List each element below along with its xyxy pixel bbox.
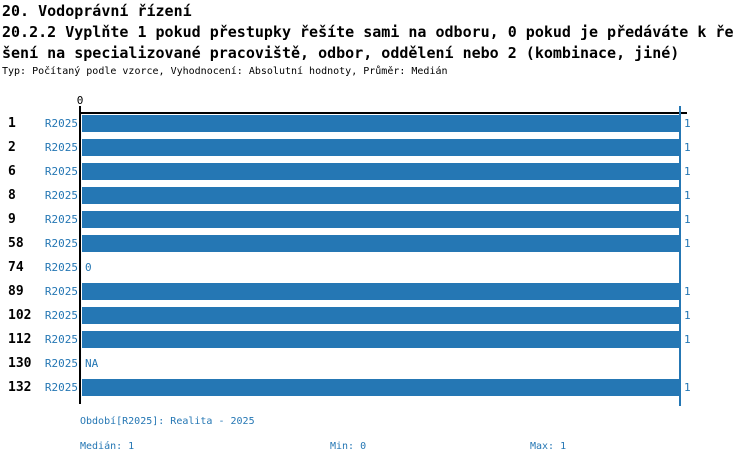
value-label: 1 (684, 285, 691, 298)
row-series-label: R2025 (44, 309, 78, 322)
row-category-label: 8 (8, 188, 16, 203)
chart-row: 1 R2025 1 (0, 115, 750, 132)
chart-row: 6 R2025 1 (0, 163, 750, 180)
row-category-label: 130 (8, 356, 32, 371)
row-category-label: 89 (8, 284, 24, 299)
chart-row: 9 R2025 1 (0, 211, 750, 228)
row-series-label: R2025 (44, 285, 78, 298)
page-title: 20. Vodoprávní řízení (2, 2, 192, 20)
y-axis-line (79, 106, 81, 404)
row-category-label: 1 (8, 116, 16, 131)
chart-row: 130 R2025 NA (0, 355, 750, 372)
row-category-label: 58 (8, 236, 24, 251)
value-label: 1 (684, 381, 691, 394)
chart-row: 112 R2025 1 (0, 331, 750, 348)
value-label: 1 (684, 141, 691, 154)
value-bar (82, 139, 679, 156)
row-series-label: R2025 (44, 333, 78, 346)
value-label: 1 (684, 237, 691, 250)
value-bar (82, 163, 679, 180)
row-series-label: R2025 (44, 213, 78, 226)
chart-row: 132 R2025 1 (0, 379, 750, 396)
row-category-label: 112 (8, 332, 32, 347)
row-series-label: R2025 (44, 141, 78, 154)
row-series-label: R2025 (44, 357, 78, 370)
row-series-label: R2025 (44, 117, 78, 130)
row-series-label: R2025 (44, 189, 78, 202)
chart-row: 89 R2025 1 (0, 283, 750, 300)
value-bar (82, 283, 679, 300)
question-text-line1: 20.2.2 Vyplňte 1 pokud přestupky řešíte … (2, 23, 734, 41)
max-stat: Max: 1 (530, 441, 567, 452)
row-series-label: R2025 (44, 237, 78, 250)
row-category-label: 9 (8, 212, 16, 227)
row-category-label: 6 (8, 164, 16, 179)
value-label: 1 (684, 165, 691, 178)
min-stat: Min: 0 (330, 441, 367, 452)
value-label: 1 (684, 117, 691, 130)
value-bar (82, 235, 679, 252)
value-bar (82, 115, 679, 132)
value-label: 1 (684, 333, 691, 346)
value-bar (82, 211, 679, 228)
value-label: NA (85, 357, 99, 370)
question-meta: Typ: Počítaný podle vzorce, Vyhodnocení:… (2, 66, 448, 77)
value-bar (82, 331, 679, 348)
value-bar (82, 187, 679, 204)
chart-row: 74 R2025 0 (0, 259, 750, 276)
chart-row: 8 R2025 1 (0, 187, 750, 204)
row-category-label: 132 (8, 380, 32, 395)
value-label: 1 (684, 309, 691, 322)
row-series-label: R2025 (44, 165, 78, 178)
row-category-label: 102 (8, 308, 32, 323)
row-category-label: 74 (8, 260, 24, 275)
chart-row: 2 R2025 1 (0, 139, 750, 156)
value-label: 1 (684, 213, 691, 226)
max-value-gridline (679, 106, 681, 406)
value-label: 1 (684, 189, 691, 202)
chart-row: 102 R2025 1 (0, 307, 750, 324)
period-label: Období[R2025]: Realita - 2025 (80, 416, 255, 427)
row-series-label: R2025 (44, 261, 78, 274)
question-text-line2: šení na specializované pracoviště, odbor… (2, 44, 680, 62)
x-axis-line (79, 112, 687, 114)
value-label: 0 (85, 261, 92, 274)
median-stat: Medián: 1 (80, 441, 135, 452)
x-axis-tick-label-0: 0 (76, 94, 84, 107)
chart-row: 58 R2025 1 (0, 235, 750, 252)
value-bar (82, 379, 679, 396)
row-category-label: 2 (8, 140, 16, 155)
value-bar (82, 307, 679, 324)
row-series-label: R2025 (44, 381, 78, 394)
